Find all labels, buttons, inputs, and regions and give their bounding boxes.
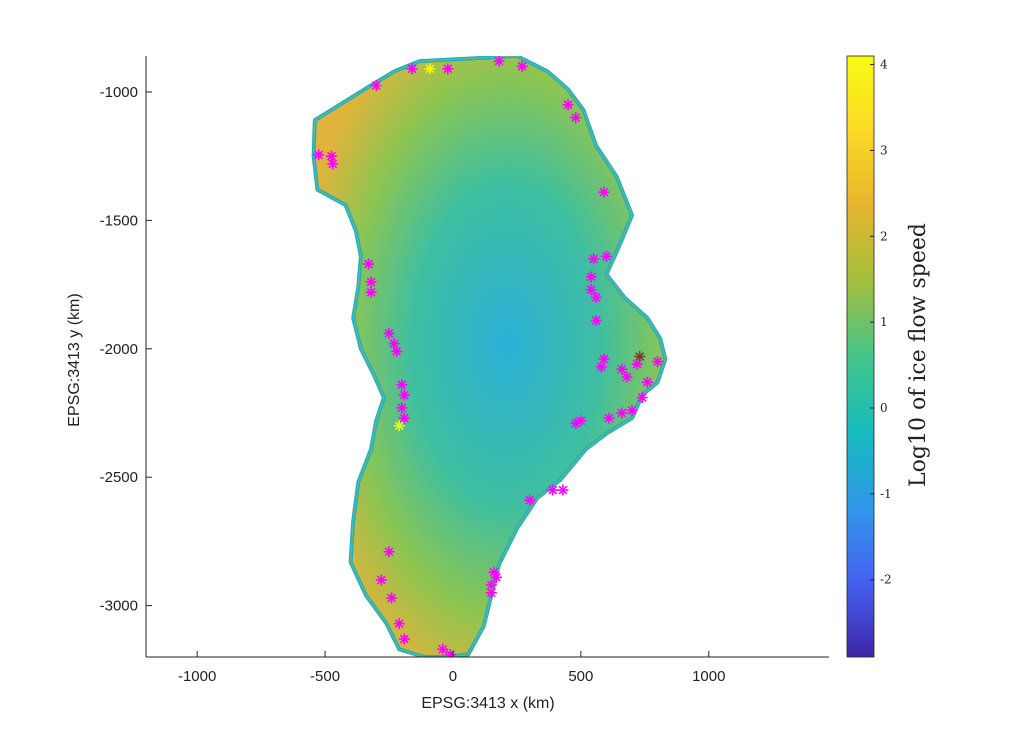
- colorbar-tick-label: 0: [880, 401, 888, 415]
- magenta-marker: [585, 284, 597, 296]
- magenta-marker: [396, 402, 408, 414]
- colorbar-ticks: 4 3 2 1 0 -1 -2: [870, 58, 892, 587]
- y-tick-label: -2000: [100, 341, 138, 358]
- x-tick-label: -500: [310, 668, 340, 685]
- magenta-marker: [585, 271, 597, 283]
- magenta-marker: [485, 587, 497, 599]
- magenta-marker: [595, 361, 607, 373]
- magenta-marker: [626, 404, 638, 416]
- marker-layer: [313, 56, 664, 657]
- magenta-marker: [557, 484, 569, 496]
- magenta-marker: [396, 379, 408, 391]
- magenta-marker: [641, 376, 653, 388]
- yellow-marker: [393, 420, 405, 432]
- magenta-marker: [490, 571, 502, 583]
- magenta-marker: [365, 286, 377, 298]
- y-axis-label: EPSG:3413 y (km): [66, 293, 83, 426]
- magenta-marker: [616, 363, 628, 375]
- colorbar-tick-label: 4: [880, 58, 888, 72]
- magenta-marker: [391, 345, 403, 357]
- magenta-marker: [652, 356, 664, 368]
- y-tick-label: -2500: [100, 469, 138, 486]
- brown-marker: [634, 351, 646, 362]
- magenta-marker: [398, 389, 410, 401]
- ice-sheet-map: [311, 56, 668, 657]
- y-tick-label: -1500: [100, 212, 138, 229]
- magenta-marker: [386, 592, 398, 604]
- magenta-marker: [570, 112, 582, 124]
- magenta-marker: [598, 186, 610, 198]
- colorbar-tick-label: -2: [880, 573, 892, 587]
- magenta-marker: [370, 80, 382, 92]
- magenta-marker: [562, 99, 574, 111]
- magenta-marker: [393, 618, 405, 630]
- x-axis-label: EPSG:3413 x (km): [421, 695, 554, 712]
- magenta-marker: [327, 158, 339, 170]
- y-tick-label: -1000: [100, 84, 138, 101]
- magenta-marker: [524, 494, 536, 506]
- colorbar-tick-label: 3: [880, 143, 888, 157]
- magenta-marker: [590, 315, 602, 327]
- magenta-marker: [616, 407, 628, 419]
- magenta-marker: [603, 412, 615, 424]
- yellow-marker: [424, 63, 436, 75]
- magenta-marker: [437, 643, 449, 655]
- colorbar: 4 3 2 1 0 -1 -2 Log10 of ice flow speed: [846, 55, 931, 658]
- magenta-marker: [631, 358, 643, 370]
- colorbar-label: Log10 of ice flow speed: [906, 223, 931, 487]
- colorbar-tick-label: 2: [880, 229, 888, 243]
- magenta-marker: [383, 327, 395, 339]
- magenta-marker: [383, 546, 395, 558]
- magenta-marker: [547, 484, 559, 496]
- magenta-marker: [444, 648, 456, 657]
- x-tick-label: 0: [449, 668, 457, 685]
- magenta-marker: [365, 276, 377, 288]
- colorbar-tick-label: 1: [880, 315, 888, 329]
- magenta-marker: [600, 250, 612, 262]
- x-tick-label: 500: [568, 668, 593, 685]
- magenta-marker: [621, 371, 633, 383]
- axes: -1000 -500 0 500 1000 -1000 -1500 -2000 -2500 -30…: [100, 56, 829, 685]
- magenta-marker: [398, 412, 410, 424]
- magenta-marker: [590, 291, 602, 303]
- x-tick-label: 1000: [692, 668, 725, 685]
- x-tick-label: -1000: [178, 668, 216, 685]
- colorbar-tick-label: -1: [880, 487, 892, 501]
- magenta-marker: [406, 63, 418, 75]
- magenta-marker: [363, 258, 375, 270]
- magenta-marker: [570, 417, 582, 429]
- y-tick-label: -3000: [100, 598, 138, 615]
- magenta-marker: [493, 56, 505, 67]
- magenta-marker: [398, 633, 410, 645]
- magenta-marker: [516, 60, 528, 72]
- magenta-marker: [442, 63, 454, 75]
- magenta-marker: [375, 574, 387, 586]
- colorbar-gradient: [846, 55, 875, 658]
- ice-sheet-margin: [312, 56, 666, 657]
- magenta-marker: [325, 150, 337, 162]
- magenta-marker: [636, 392, 648, 404]
- magenta-marker: [313, 149, 325, 161]
- plot-area: [146, 56, 829, 657]
- magenta-marker: [588, 253, 600, 265]
